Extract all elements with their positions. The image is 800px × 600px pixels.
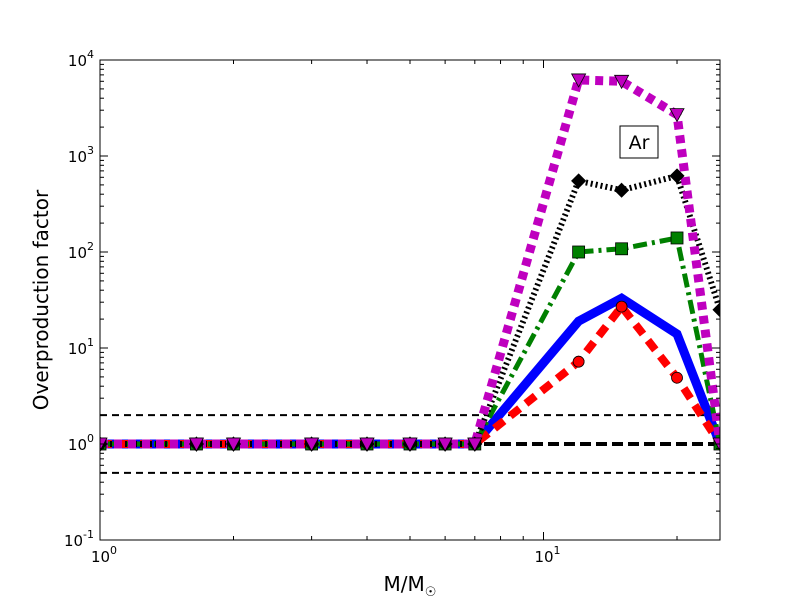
data-point-1 [572, 355, 585, 368]
data-point-4 [669, 108, 685, 123]
y-tick-label: 10-1 [64, 528, 94, 550]
data-point-4 [437, 437, 453, 452]
data-point-1 [671, 371, 683, 384]
data-point-4 [402, 437, 418, 452]
data-point-4 [613, 74, 630, 90]
data-point-2 [670, 231, 684, 245]
y-tick-label-base: 10 [64, 532, 83, 550]
y-axis-label: Overproduction factor [29, 189, 53, 410]
x-axis-label: M/M☉ [384, 572, 437, 600]
data-point-1 [615, 300, 628, 313]
y-tick-label: 104 [68, 48, 94, 70]
data-point-4 [359, 437, 375, 452]
x-axis-label-sub: ☉ [425, 585, 437, 600]
data-point-3 [571, 173, 587, 189]
data-point-3 [712, 302, 720, 318]
data-point-4 [188, 437, 205, 452]
x-tick-label: 101 [534, 544, 560, 566]
data-point-2 [615, 242, 629, 256]
x-tick-label-exp: 1 [554, 544, 561, 557]
y-tick-label-exp: 0 [87, 432, 94, 445]
data-point-4 [303, 437, 320, 452]
y-tick-label-exp: -1 [83, 528, 94, 541]
y-tick-label: 102 [68, 240, 94, 262]
y-tick-label: 103 [68, 144, 94, 166]
x-tick-label-exp: 0 [110, 544, 117, 557]
data-point-4 [570, 73, 587, 88]
data-point-2 [572, 245, 586, 259]
y-tick-label-exp: 1 [87, 336, 94, 349]
y-tick-label-exp: 4 [87, 48, 94, 61]
x-tick-label: 100 [91, 544, 117, 566]
data-point-4 [225, 437, 242, 452]
annotation-box: Ar [619, 125, 659, 159]
y-tick-label-exp: 3 [87, 144, 94, 157]
x-tick-label-base: 10 [534, 548, 553, 566]
y-tick-label: 101 [68, 336, 94, 358]
x-axis-label-main: M/M [384, 572, 425, 596]
marker-layer [100, 73, 720, 452]
y-tick-label-base: 10 [68, 244, 87, 262]
y-tick-label-exp: 2 [87, 240, 94, 253]
data-point-4 [467, 437, 483, 452]
series-line-3 [100, 172, 720, 447]
data-point-3 [614, 182, 630, 198]
data-point-3 [669, 168, 685, 184]
x-tick-label-base: 10 [91, 548, 110, 566]
y-tick-label: 100 [68, 432, 94, 454]
y-tick-label-base: 10 [68, 436, 87, 454]
y-tick-label-base: 10 [68, 52, 87, 70]
y-tick-label-base: 10 [68, 148, 87, 166]
y-tick-label-base: 10 [68, 340, 87, 358]
annotation-label: Ar [629, 132, 650, 154]
